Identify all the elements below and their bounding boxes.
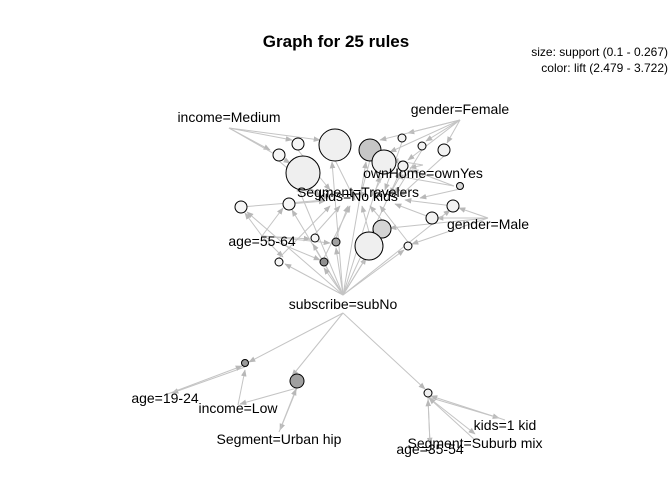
rule-edge: [278, 205, 331, 259]
rule-edge: [261, 207, 284, 237]
rule-edge: [239, 387, 298, 405]
rule-node-20: [331, 237, 341, 247]
rule-edge: [342, 161, 368, 296]
rule-edge: [358, 159, 371, 199]
item-label-income-low: income=Low: [199, 400, 279, 416]
rule-edge: [427, 396, 476, 435]
rule-node-5: [291, 137, 305, 151]
rule-edge: [428, 397, 476, 441]
rule-edge: [261, 235, 284, 258]
rule-node-14: [446, 199, 460, 213]
rule-edge: [369, 205, 383, 221]
item-label-age-55-64: age=55-64: [228, 233, 296, 249]
rule-node-23: [241, 359, 249, 367]
rule-edge: [407, 119, 461, 161]
rule-edge: [371, 173, 385, 197]
rule-edge: [334, 247, 344, 296]
rule-edge: [296, 184, 344, 296]
rule-edge: [394, 203, 433, 219]
rule-edge: [314, 205, 341, 235]
rule-edge: [391, 158, 424, 166]
rule-node-10: [397, 160, 409, 172]
item-label-segment-urban-hip: Segment=Urban hip: [217, 431, 342, 447]
rule-node-25: [423, 388, 433, 398]
item-label-kids-1-kid: kids=1 kid: [474, 417, 537, 433]
item-label-age-19-24: age=19-24: [131, 390, 199, 406]
rule-node-3: [285, 155, 321, 191]
legend-size: size: support (0.1 - 0.267): [531, 45, 668, 59]
rule-edge: [164, 365, 243, 396]
rule-node-13: [282, 197, 296, 211]
rule-edge: [411, 169, 455, 187]
rule-edge: [389, 170, 404, 195]
rule-edge: [379, 119, 461, 142]
rule-edge: [248, 312, 344, 363]
rule-node-8: [417, 141, 427, 151]
rule-nodes: [234, 128, 464, 398]
rule-edge: [404, 198, 454, 207]
rule-node-1: [318, 128, 352, 162]
rule-edge: [411, 217, 489, 245]
rule-node-4: [371, 149, 397, 175]
rule-node-22: [274, 257, 284, 267]
item-label-age-35-54: age=35-54: [396, 441, 464, 457]
rule-edge: [261, 235, 331, 246]
rule-edge: [329, 161, 344, 296]
rule-edge: [360, 205, 370, 233]
rule-edge: [228, 127, 321, 142]
rule-edge: [394, 149, 423, 195]
rule-node-6: [272, 148, 286, 162]
rule-node-17: [354, 231, 384, 261]
rule-node-16: [372, 219, 392, 239]
rule-edge: [389, 119, 461, 153]
rule-edge: [228, 127, 293, 142]
item-label-subscribe-subno: subscribe=subNo: [289, 296, 398, 312]
graph-title: Graph for 25 rules: [263, 32, 409, 51]
rule-edge: [425, 119, 461, 142]
rule-edge: [425, 399, 432, 445]
rule-node-19: [310, 233, 320, 243]
rule-edge: [409, 163, 424, 170]
rule-node-15: [425, 211, 439, 225]
rule-edge: [396, 174, 455, 187]
rule-edge: [171, 366, 246, 394]
item-label-income-medium: income=Medium: [177, 109, 280, 125]
rule-edge: [458, 207, 489, 219]
rule-node-11: [456, 182, 464, 190]
rule-node-18: [403, 241, 413, 251]
item-label-segment-suburb-mix: Segment=Suburb mix: [407, 435, 542, 451]
item-labels: income=Medium gender=Female ownHome=ownY…: [131, 101, 542, 457]
rule-node-7: [397, 133, 407, 143]
rule-node-12: [234, 200, 248, 214]
rule-edge: [430, 395, 506, 421]
item-label-kids-no-kids: kids=No kids: [318, 188, 398, 204]
item-label-segment-travelers: Segment=Travelers: [297, 184, 419, 200]
rule-edge: [323, 205, 351, 259]
rule-edge: [278, 388, 297, 433]
item-label-gender-female: gender=Female: [411, 101, 510, 117]
rule-edge: [323, 267, 344, 296]
rule-edge: [284, 263, 344, 296]
rule-node-21: [319, 257, 329, 267]
rule-edge: [334, 159, 356, 201]
legend-color: color: lift (2.479 - 3.722): [541, 61, 668, 75]
rule-edge: [389, 217, 489, 231]
rule-edge: [261, 235, 321, 261]
rule-node-9: [437, 143, 451, 157]
rule-edge: [291, 312, 344, 377]
item-label-ownhome-ownyes: ownHome=ownYes: [363, 165, 483, 181]
rule-edge: [342, 312, 426, 390]
item-label-gender-male: gender=Male: [447, 216, 529, 232]
rule-edge: [419, 188, 461, 200]
rule-node-24: [289, 373, 305, 389]
rule-edge: [399, 155, 445, 197]
rule-edge: [379, 205, 409, 243]
rule-edge: [446, 119, 461, 144]
rule-edge: [237, 369, 247, 406]
rule-edge: [246, 211, 344, 296]
